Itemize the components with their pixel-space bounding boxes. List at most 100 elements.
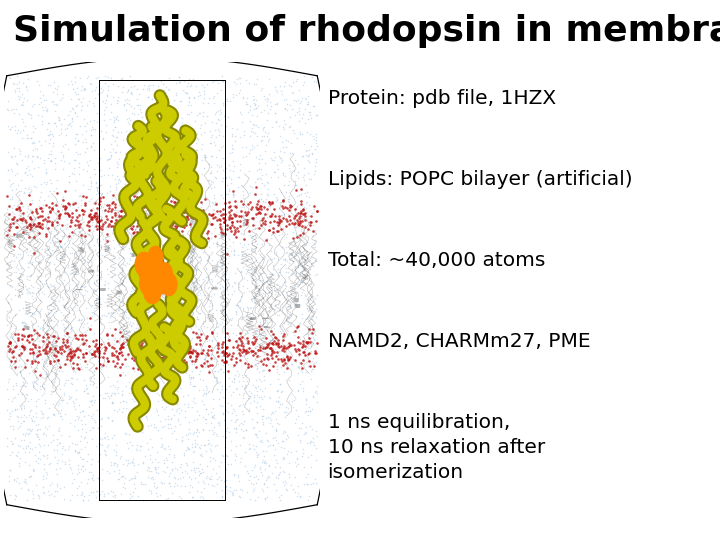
Point xyxy=(70,206,81,214)
Point xyxy=(259,159,271,168)
Point xyxy=(39,380,50,388)
Point xyxy=(158,422,170,431)
Point xyxy=(115,328,127,336)
Point xyxy=(174,306,186,315)
Point xyxy=(160,198,171,206)
Point xyxy=(199,209,210,218)
Point xyxy=(62,237,73,246)
Point xyxy=(205,233,217,242)
Point xyxy=(300,216,311,225)
Point xyxy=(37,409,49,418)
Point xyxy=(144,450,156,459)
Point xyxy=(107,308,119,316)
Point xyxy=(117,241,129,250)
Point xyxy=(148,310,160,319)
Point xyxy=(211,431,222,440)
Point xyxy=(63,178,74,186)
Point xyxy=(67,113,78,122)
Point xyxy=(96,421,107,430)
Point xyxy=(248,393,260,401)
Point xyxy=(291,134,302,143)
Point xyxy=(174,96,185,105)
Point xyxy=(170,211,181,220)
Point xyxy=(64,106,76,115)
Point xyxy=(103,339,114,347)
Point xyxy=(255,195,266,204)
Point xyxy=(120,126,132,135)
Point xyxy=(135,413,147,421)
Point xyxy=(59,356,71,364)
Point xyxy=(45,251,56,260)
Point xyxy=(84,468,95,476)
Point xyxy=(207,277,218,286)
Point xyxy=(134,416,145,424)
Point xyxy=(225,205,237,214)
Point xyxy=(269,300,280,309)
Point xyxy=(143,232,155,240)
Point xyxy=(199,363,210,372)
Point xyxy=(242,245,253,253)
Point xyxy=(253,331,264,340)
Point xyxy=(210,306,222,314)
Point xyxy=(15,286,27,295)
Point xyxy=(297,152,308,160)
Point xyxy=(23,411,35,420)
Point xyxy=(211,241,222,250)
Point xyxy=(230,451,241,460)
Point xyxy=(155,171,166,179)
Point xyxy=(234,493,246,502)
Point xyxy=(91,276,102,285)
Point xyxy=(29,144,40,152)
Point xyxy=(9,218,21,226)
Point xyxy=(210,282,221,291)
Point xyxy=(141,362,153,370)
Point xyxy=(145,357,157,366)
Point xyxy=(142,473,153,482)
Point xyxy=(99,79,111,87)
Point xyxy=(251,183,262,192)
Point xyxy=(202,226,214,235)
Point xyxy=(72,285,84,293)
Point xyxy=(167,218,179,226)
Point xyxy=(261,354,272,363)
Point xyxy=(147,347,158,355)
Point xyxy=(140,181,151,190)
Point xyxy=(274,230,285,239)
Point xyxy=(248,105,260,114)
Point xyxy=(277,332,289,340)
Point xyxy=(94,318,106,326)
Point xyxy=(101,362,112,370)
Point xyxy=(186,313,198,322)
Point xyxy=(93,474,104,482)
Point xyxy=(192,253,204,261)
Point xyxy=(105,151,117,160)
Point xyxy=(41,217,53,225)
Point xyxy=(184,347,195,356)
Point xyxy=(61,220,73,228)
Point xyxy=(255,190,266,199)
Point xyxy=(238,200,249,208)
Point xyxy=(52,220,63,229)
Point xyxy=(286,218,297,227)
Point xyxy=(35,188,47,197)
Point xyxy=(271,426,282,435)
Point xyxy=(197,492,208,501)
Point xyxy=(150,216,162,225)
Point xyxy=(272,398,284,407)
Point xyxy=(138,424,149,433)
Point xyxy=(89,352,101,361)
Point xyxy=(228,423,240,432)
Point xyxy=(4,375,15,383)
Point xyxy=(192,146,203,154)
Point xyxy=(35,382,46,390)
Point xyxy=(26,359,37,367)
Point xyxy=(129,227,140,236)
Point xyxy=(170,296,181,305)
Point xyxy=(192,239,203,248)
Point xyxy=(251,257,263,266)
Point xyxy=(129,276,140,285)
Point xyxy=(238,409,249,418)
Point xyxy=(277,168,289,177)
Point xyxy=(179,87,191,96)
Point xyxy=(71,213,83,221)
